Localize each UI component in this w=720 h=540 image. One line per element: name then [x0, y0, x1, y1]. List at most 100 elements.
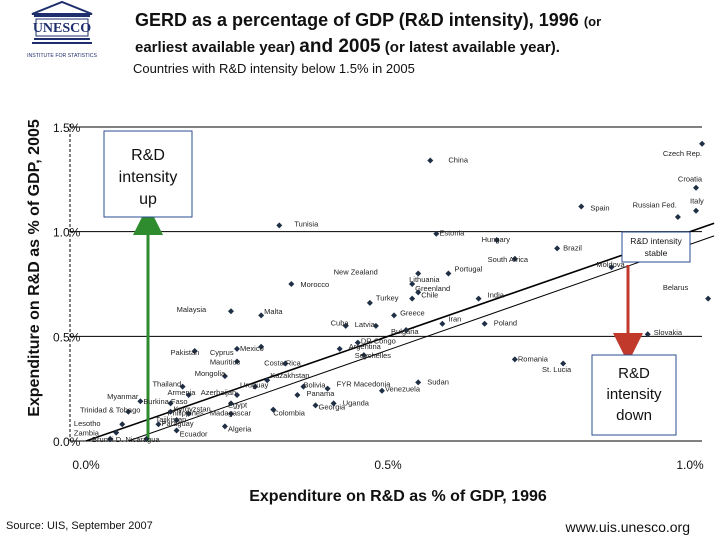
stable-annotation-box — [621, 231, 691, 263]
title-line-2-post: (or latest available year). — [384, 39, 560, 56]
data-point — [366, 299, 373, 306]
data-point — [578, 203, 585, 210]
data-point — [167, 408, 174, 415]
title-line-1-suffix: (or — [583, 14, 602, 29]
chart-subtitle: Countries with R&D intensity below 1.5% … — [133, 61, 415, 76]
title-line-1: GERD as a percentage of GDP (R&D intensi… — [135, 10, 601, 31]
point-label: Poland — [494, 319, 517, 328]
data-point — [699, 140, 706, 147]
data-point — [330, 400, 337, 407]
point-label: Italy — [690, 196, 704, 205]
point-label: India — [488, 290, 505, 299]
point-label: Spain — [590, 204, 609, 213]
data-point — [107, 435, 114, 442]
data-point — [360, 352, 367, 359]
data-point — [185, 391, 192, 398]
down-annotation-text: intensity — [606, 386, 662, 403]
point-label: Bulgaria — [391, 327, 419, 336]
x-tick-label: 0.0% — [72, 458, 100, 472]
data-point — [258, 312, 265, 319]
data-point — [234, 391, 240, 398]
data-point — [674, 214, 681, 221]
data-point — [252, 383, 259, 390]
data-point — [475, 295, 482, 302]
data-point — [270, 406, 277, 413]
point-label: Mongolia — [195, 369, 226, 378]
website-link[interactable]: www.uis.unesco.org — [565, 519, 690, 535]
data-point — [705, 295, 712, 302]
data-point — [391, 312, 398, 319]
point-label: Azerbaijan — [201, 388, 236, 397]
data-point — [179, 383, 186, 390]
point-label: Philippines — [168, 409, 205, 418]
data-point — [409, 281, 416, 287]
point-label: Tunisia — [294, 219, 319, 228]
data-point — [288, 281, 295, 287]
point-label: Croatia — [678, 174, 703, 183]
data-point — [234, 358, 240, 365]
point-label: Kyrgyzstan — [174, 405, 211, 414]
up-annotation-text: R&D — [131, 147, 165, 164]
data-point — [409, 295, 416, 302]
point-label: Russian Fed. — [633, 200, 677, 209]
data-point — [143, 435, 150, 442]
data-point — [276, 222, 283, 229]
data-point — [342, 322, 349, 329]
point-label: Ecuador — [180, 430, 208, 439]
down-annotation-text: R&D — [618, 365, 650, 382]
data-point — [258, 343, 265, 350]
data-point — [608, 264, 615, 271]
point-label: Sudan — [427, 377, 449, 386]
point-label: Chile — [421, 290, 438, 299]
point-label: Bolivia — [303, 380, 326, 389]
point-label: Panama — [306, 389, 335, 398]
title-line-2: earliest available year) and 2005 (or la… — [135, 36, 560, 58]
data-point — [324, 385, 331, 392]
point-label: Malta — [264, 307, 283, 316]
reference-line-y-equals-x — [85, 222, 715, 442]
data-point — [336, 345, 343, 352]
data-point — [415, 270, 422, 277]
up-annotation-box — [103, 130, 193, 218]
point-label: Czech Rep. — [663, 149, 702, 158]
point-label: Greece — [400, 308, 425, 317]
point-label: Belarus — [663, 283, 689, 292]
point-label: New Zealand — [334, 267, 378, 276]
point-label: Venezuela — [385, 385, 421, 394]
point-label: Pakistan — [171, 348, 200, 357]
data-point — [173, 417, 180, 424]
point-label: FYR Macedonia — [337, 379, 392, 388]
point-label: Greenland — [415, 284, 450, 293]
point-label: South Africa — [488, 255, 529, 264]
data-point — [155, 421, 162, 428]
down-annotation-box — [591, 354, 677, 436]
x-tick-label: 0.5% — [374, 458, 402, 472]
data-point — [294, 391, 301, 398]
point-label: Malaysia — [177, 305, 207, 314]
point-label: St. Lucia — [542, 365, 572, 374]
point-label: Argentina — [349, 342, 382, 351]
y-axis-title: Expenditure on R&D as % of GDP, 2005 — [26, 119, 43, 417]
data-point — [415, 289, 422, 296]
data-point — [113, 429, 120, 436]
data-point — [125, 408, 132, 415]
data-point — [312, 402, 319, 409]
point-label: Cyprus — [210, 348, 234, 357]
point-label: Myanmar — [107, 392, 139, 401]
data-point — [119, 421, 126, 428]
point-label: Georgia — [319, 402, 347, 411]
down-annotation-text: down — [616, 407, 652, 424]
point-label: Uganda — [343, 398, 370, 407]
x-tick-label: 1.0% — [676, 458, 704, 472]
y-tick-label: 0.5% — [53, 330, 81, 344]
data-point — [185, 410, 192, 417]
point-label: Trinidad & Tobago — [80, 406, 140, 415]
point-label: Hungary — [482, 235, 511, 244]
title-line-2-and: and 2005 — [299, 36, 381, 57]
data-point — [644, 331, 651, 338]
data-point — [282, 360, 289, 367]
data-point — [372, 322, 379, 329]
stable-annotation-text: R&D intensity — [630, 236, 682, 246]
data-point — [427, 157, 434, 164]
